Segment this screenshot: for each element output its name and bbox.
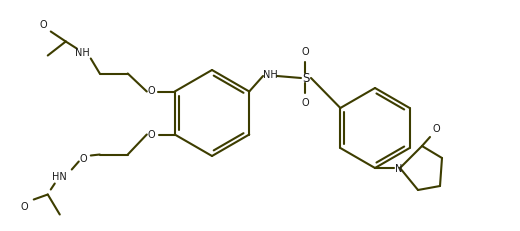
Text: O: O [301,47,309,57]
Text: O: O [80,155,87,164]
Text: O: O [21,203,29,213]
Text: S: S [302,72,310,85]
Text: O: O [432,124,440,134]
Text: NH: NH [75,48,90,58]
Text: O: O [148,86,155,97]
Text: O: O [40,19,47,30]
Text: NH: NH [263,70,277,80]
Text: HN: HN [53,173,67,182]
Text: O: O [148,130,155,140]
Text: O: O [301,98,309,108]
Text: N: N [395,164,402,174]
